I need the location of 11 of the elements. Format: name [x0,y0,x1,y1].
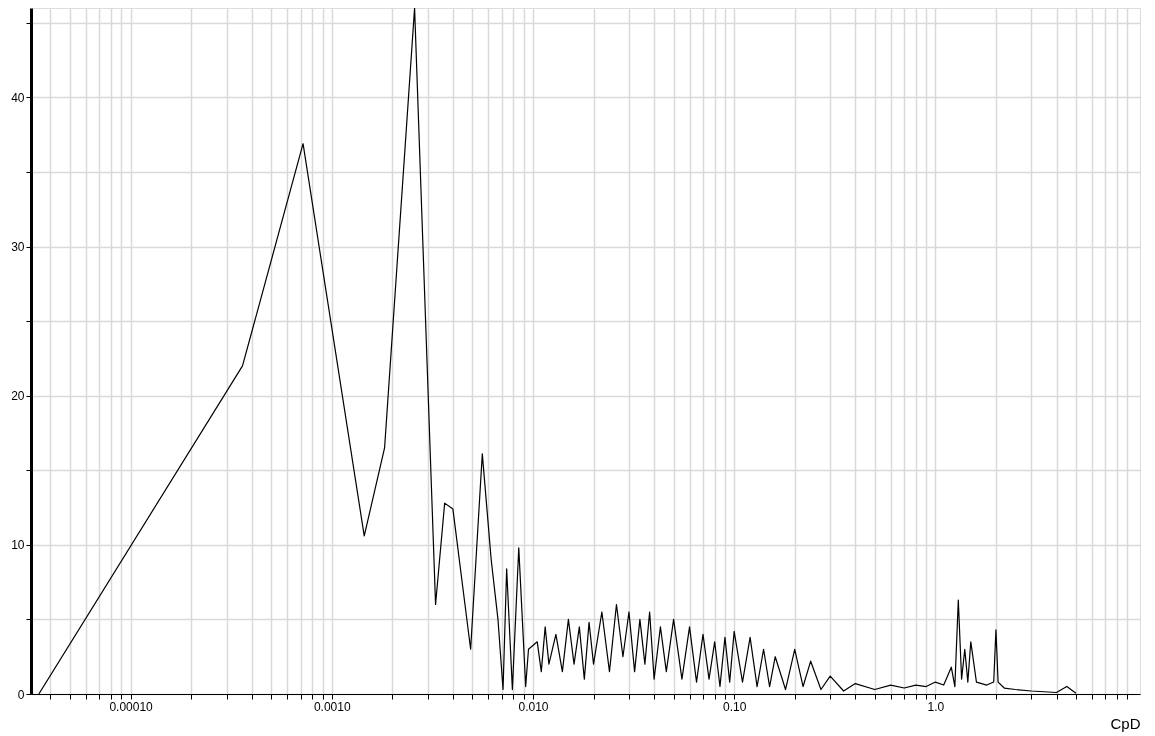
x-axis-title: CpD [1110,714,1141,732]
y-tick-label: 0 [17,687,25,702]
y-tick-label: 10 [11,538,25,553]
x-tick-label: 1.0 [927,699,945,714]
y-tick-label: 20 [11,389,25,404]
y-tick-label: 30 [11,240,25,255]
x-tick-label: 0.010 [518,699,549,714]
x-tick-label: 0.0010 [313,699,351,714]
x-tick-label: 0.00010 [109,699,154,714]
y-tick-label: 40 [11,90,25,105]
x-tick-label: 0.10 [722,699,747,714]
